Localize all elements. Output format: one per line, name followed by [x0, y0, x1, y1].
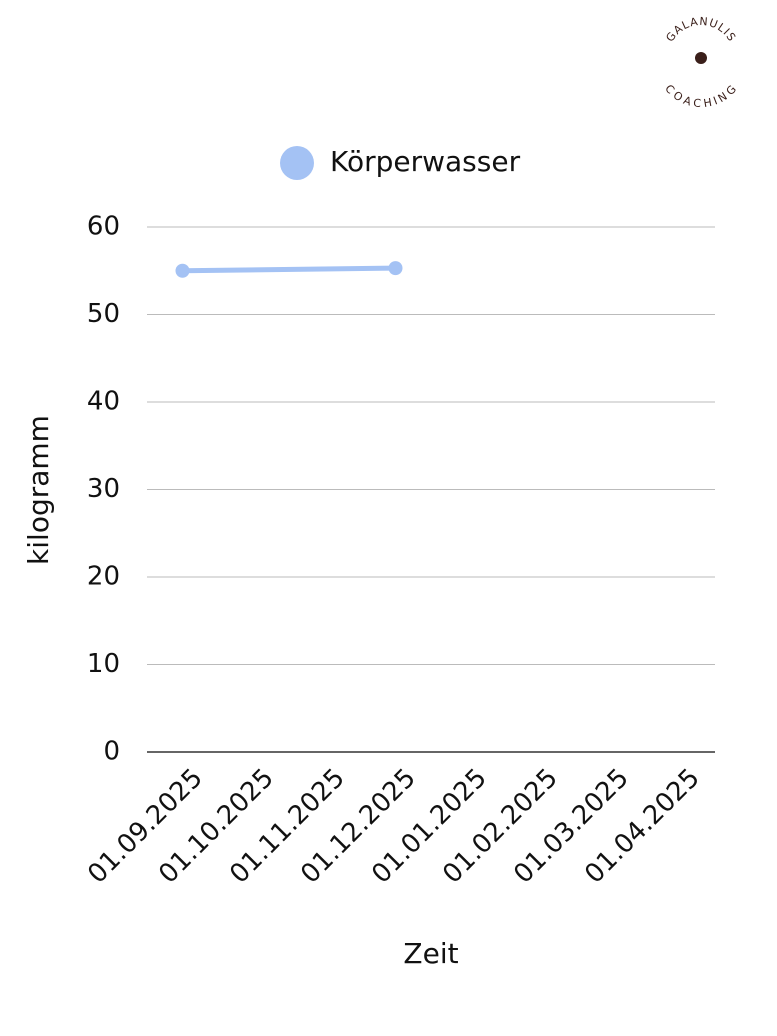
y-tick-label: 60	[87, 212, 120, 242]
y-tick-label: 30	[87, 474, 120, 504]
y-tick-label: 20	[87, 562, 120, 592]
point	[175, 263, 190, 278]
logo-top-path: GALANULIS	[663, 15, 737, 44]
y-tick-label: 50	[87, 299, 120, 329]
y-axis-title: kilogramm	[22, 415, 55, 565]
legend-marker	[280, 146, 314, 180]
logo-bottom-text: COACHING	[662, 82, 739, 110]
logo-bottom-path: COACHING	[662, 82, 738, 110]
point	[388, 261, 403, 276]
logo-dot	[695, 52, 707, 64]
y-tick-label: 40	[87, 387, 120, 417]
logo-top-text: GALANULIS	[663, 15, 738, 44]
x-axis-title: Zeit	[403, 937, 458, 970]
y-tick-label: 10	[87, 649, 120, 679]
y-tick-label: 0	[103, 737, 120, 767]
logo: GALANULIS COACHING	[662, 15, 739, 110]
line	[180, 265, 398, 274]
legend-label: Körperwasser	[330, 145, 521, 178]
